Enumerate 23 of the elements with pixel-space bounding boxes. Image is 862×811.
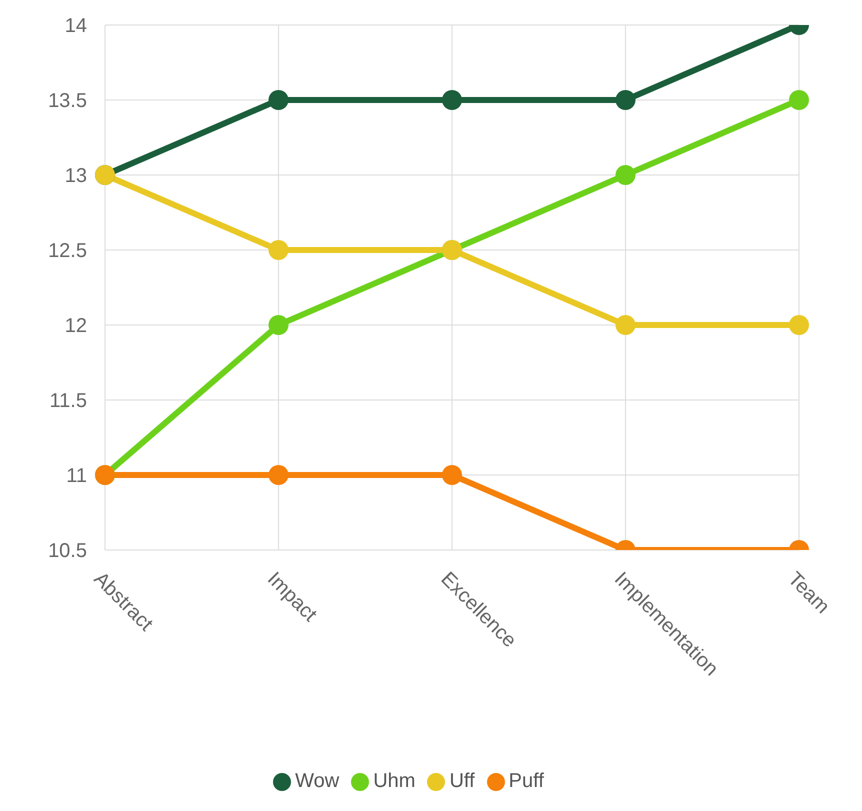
legend-label: Puff <box>508 770 544 793</box>
y-tick-label: 11 <box>66 465 87 488</box>
legend-label: Uhm <box>373 770 416 793</box>
y-tick-label: 12.5 <box>48 240 87 262</box>
point <box>268 315 288 335</box>
legend-label: Uff <box>449 770 475 793</box>
y-tick-label: 14 <box>64 15 87 38</box>
point <box>268 90 288 110</box>
point <box>268 240 288 260</box>
point <box>789 315 809 335</box>
y-tick-label: 13.5 <box>48 90 87 112</box>
point <box>616 315 636 335</box>
point <box>789 90 809 110</box>
point <box>442 90 462 110</box>
point <box>442 465 462 485</box>
y-tick-label: 13 <box>64 165 87 188</box>
y-tick-label: 10.5 <box>48 540 87 562</box>
point <box>616 90 636 110</box>
y-tick-label: 12 <box>64 315 87 338</box>
y-tick-label: 11.5 <box>50 390 87 412</box>
legend-label: Wow <box>295 770 340 793</box>
point <box>268 465 288 485</box>
point <box>616 165 636 185</box>
